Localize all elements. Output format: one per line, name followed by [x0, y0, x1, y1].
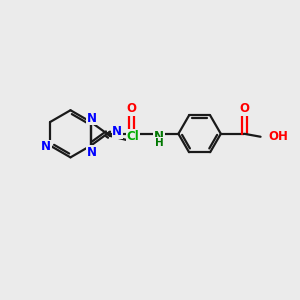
Text: N: N	[41, 140, 51, 153]
Text: N: N	[86, 146, 97, 159]
Text: N: N	[154, 130, 164, 143]
Text: O: O	[126, 102, 136, 115]
Text: O: O	[239, 102, 249, 115]
Text: N: N	[112, 125, 122, 138]
Text: H: H	[154, 138, 164, 148]
Text: Cl: Cl	[126, 130, 139, 143]
Text: OH: OH	[269, 130, 289, 143]
Text: N: N	[87, 112, 97, 125]
